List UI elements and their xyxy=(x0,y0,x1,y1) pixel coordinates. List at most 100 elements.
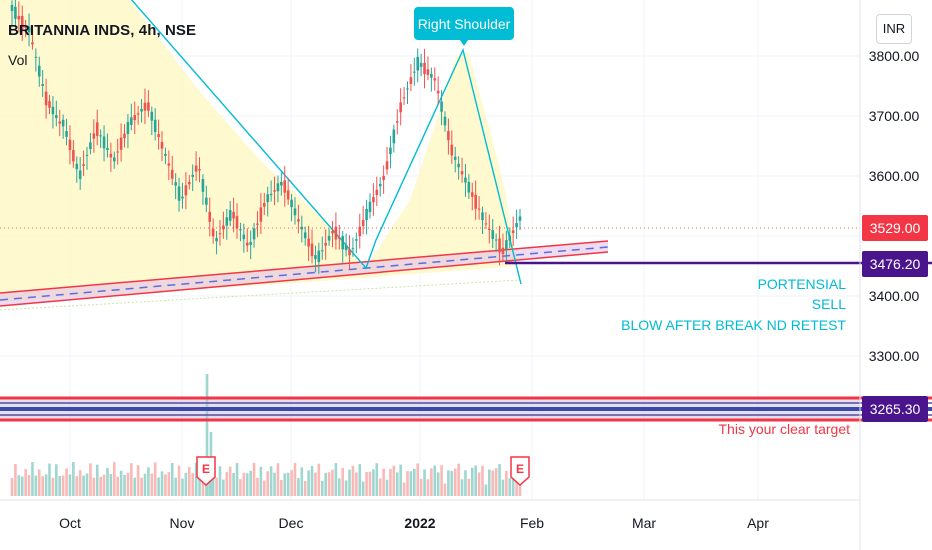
candle-body xyxy=(222,225,225,230)
candle-body xyxy=(167,163,171,166)
volume-bar xyxy=(44,474,48,496)
volume-bar xyxy=(334,463,338,496)
candle-body xyxy=(375,189,379,196)
volume-bar xyxy=(55,464,58,496)
x-tick-label: 2022 xyxy=(404,515,435,531)
candle-body xyxy=(140,108,143,112)
candle-body xyxy=(488,229,491,231)
candle-body xyxy=(198,169,201,171)
volume-bar xyxy=(262,480,266,496)
volume-bar xyxy=(327,472,331,496)
candle-body xyxy=(484,223,488,225)
volume-bar xyxy=(27,474,31,496)
candle-body xyxy=(491,230,495,239)
candle-body xyxy=(130,117,133,125)
volume-bar xyxy=(225,472,229,496)
candle-body xyxy=(85,154,89,156)
candle-body xyxy=(457,163,460,168)
y-tick-label: 3800.00 xyxy=(869,48,920,64)
candle-body xyxy=(239,229,242,231)
candle-body xyxy=(235,216,239,229)
volume-bar xyxy=(310,466,314,496)
candle-body xyxy=(133,114,137,121)
volume-bar xyxy=(109,473,113,496)
volume-bar xyxy=(372,469,375,496)
candle-body xyxy=(99,135,102,137)
candle-body xyxy=(27,26,31,33)
volume-bar xyxy=(215,477,218,496)
candle-body xyxy=(78,170,82,179)
volume-bar xyxy=(402,482,406,496)
candle-body xyxy=(208,211,212,222)
candle-body xyxy=(365,208,368,221)
earnings-marker-label: E xyxy=(516,462,524,476)
volume-bar xyxy=(228,466,232,496)
x-tick-label: Feb xyxy=(520,515,544,531)
candle-body xyxy=(283,180,287,193)
volume-bar xyxy=(37,469,41,496)
volume-bar xyxy=(320,480,324,496)
breakdown-price-label: 3476.20 xyxy=(862,251,928,277)
y-tick-label: 3600.00 xyxy=(869,168,920,184)
candle-body xyxy=(331,231,334,234)
sell-annotation-line: SELL xyxy=(812,296,846,312)
volume-bar xyxy=(65,468,68,496)
candle-body xyxy=(419,62,423,67)
candle-body xyxy=(280,181,283,186)
candle-body xyxy=(300,226,304,230)
volume-bar xyxy=(293,462,297,496)
candle-body xyxy=(474,194,477,209)
volume-bar xyxy=(34,475,38,496)
volume-bar xyxy=(474,465,477,496)
volume-bar xyxy=(324,472,327,496)
volume-indicator-label[interactable]: Vol xyxy=(8,52,28,68)
candle-body xyxy=(464,177,467,183)
volume-bar xyxy=(266,471,270,496)
volume-bar xyxy=(317,463,321,496)
currency-button[interactable]: INR xyxy=(876,14,912,44)
volume-bar xyxy=(167,472,171,496)
candle-body xyxy=(116,151,119,153)
volume-bar xyxy=(72,462,75,496)
earnings-marker: E xyxy=(510,456,530,487)
volume-bar xyxy=(477,472,481,496)
callout-pointer xyxy=(460,40,468,46)
candle-body xyxy=(177,186,181,201)
volume-bar xyxy=(460,479,464,496)
candle-body xyxy=(423,62,426,75)
candle-body xyxy=(65,131,68,137)
candle-body xyxy=(205,197,208,205)
candle-body xyxy=(378,183,382,187)
candle-body xyxy=(194,165,198,172)
volume-bar xyxy=(453,468,457,496)
volume-bar xyxy=(269,466,273,496)
candle-body xyxy=(447,130,450,141)
candle-body xyxy=(232,211,235,219)
volume-bar xyxy=(82,475,85,496)
volume-bar xyxy=(273,472,276,496)
support-dotted-line xyxy=(0,279,521,311)
volume-bar xyxy=(140,477,143,496)
volume-bar xyxy=(423,469,426,496)
candle-body xyxy=(72,150,75,162)
y-tick-label: 3700.00 xyxy=(869,108,920,124)
volume-bar xyxy=(361,481,365,496)
candle-body xyxy=(501,247,505,254)
volume-bar xyxy=(470,467,474,496)
candle-body xyxy=(355,239,358,241)
volume-bar xyxy=(24,468,27,496)
volume-bar xyxy=(164,474,167,496)
volume-bar xyxy=(385,479,389,496)
candle-body xyxy=(174,182,177,186)
candle-body xyxy=(334,226,338,240)
volume-spike xyxy=(205,374,209,496)
volume-bar xyxy=(14,463,17,496)
candle-body xyxy=(51,106,55,115)
volume-bar xyxy=(457,463,460,496)
candle-body xyxy=(368,201,372,213)
volume-bar xyxy=(160,471,164,496)
candle-body xyxy=(225,217,229,226)
candle-body xyxy=(211,228,215,237)
symbol-title[interactable]: BRITANNIA INDS, 4h, NSE xyxy=(8,22,197,39)
